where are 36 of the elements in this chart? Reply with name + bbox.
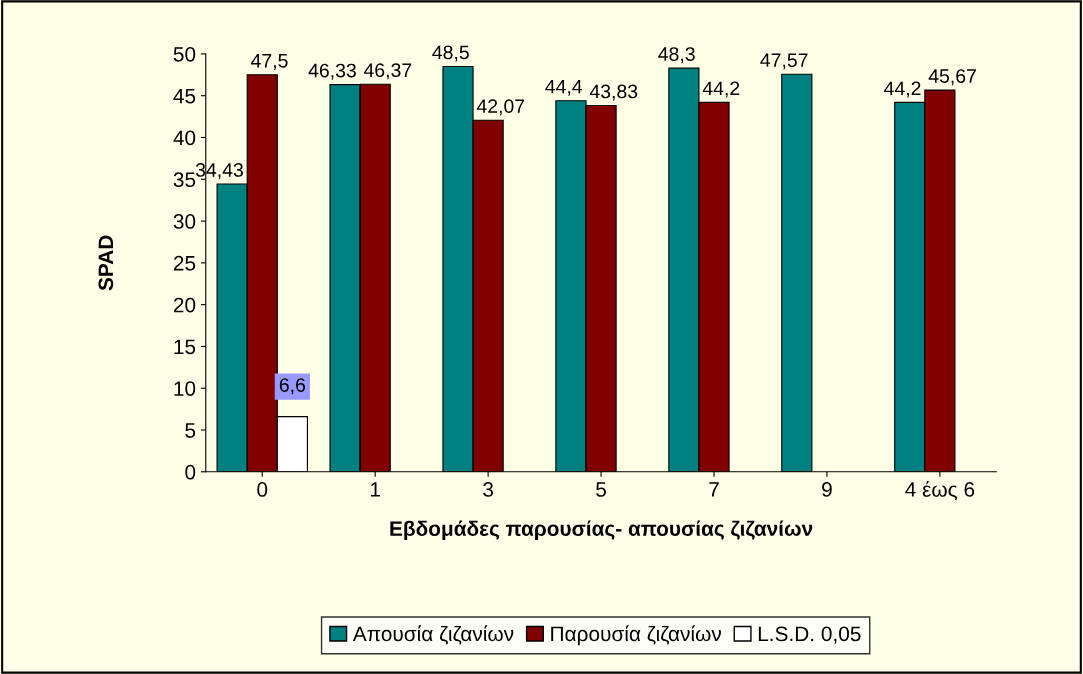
data-label: 6,6 [279,378,306,395]
x-tick-label: 0 [257,482,268,497]
data-label: 48,5 [432,45,469,62]
data-label: 44,2 [702,81,740,98]
y-tick-label: 35 [173,172,196,188]
y-tick-label: 15 [174,339,196,355]
x-tick-label: 9 [822,482,832,497]
legend-label: L.S.D. 0,05 [758,626,861,644]
x-tick-label: 7 [709,482,719,497]
y-tick-label: 50 [173,46,196,62]
data-label: 47,57 [760,53,808,70]
y-tick-label: 45 [173,88,196,104]
data-label: 42,07 [476,99,525,116]
data-label: 45,67 [928,69,976,86]
data-label: 46,37 [363,63,412,80]
data-label: 43,83 [589,84,638,101]
data-label: 46,33 [308,63,356,80]
y-tick-label: 25 [173,255,196,271]
data-label: 48,3 [658,47,695,64]
y-tick-label: 30 [173,214,196,229]
data-label: 44,4 [545,79,583,96]
legend-label: Απουσία ζιζανίων [352,625,514,645]
x-tick-label: 3 [483,482,493,497]
y-tick-label: 40 [173,130,196,146]
y-tick-label: 20 [173,297,196,313]
legend-label: Παρουσία ζιζανίων [551,625,721,646]
x-tick-label: 1 [370,482,380,497]
data-label: 44,2 [884,81,921,98]
y-axis-title: SPAD [98,235,114,291]
x-tick-label: 5 [596,482,606,497]
x-tick-label: 4 έως 6 [905,480,975,501]
x-axis-title: Εβδομάδες παρουσίας- απουσίας ζιζανίων [390,520,813,541]
data-label: 47,5 [251,54,288,70]
y-tick-label: 0 [185,464,196,480]
y-tick-label: 5 [185,423,196,438]
y-tick-label: 10 [174,381,196,396]
